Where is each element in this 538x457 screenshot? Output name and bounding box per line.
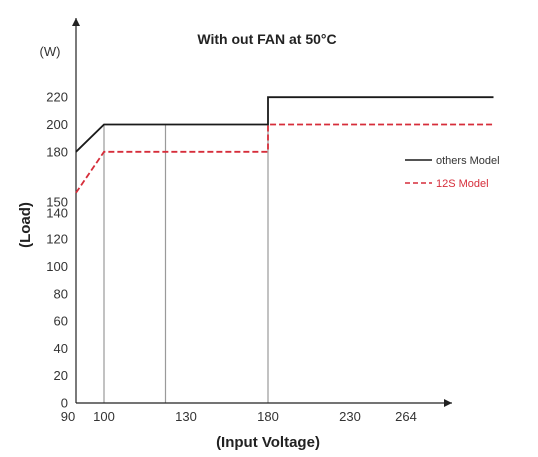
y-tick-100: 100: [46, 259, 68, 274]
y-tick-80: 80: [54, 286, 68, 301]
x-axis-arrow: [444, 399, 452, 407]
x-tick-180: 180: [257, 409, 279, 424]
y-tick-40: 40: [54, 341, 68, 356]
x-tick-90: 90: [61, 409, 75, 424]
x-tick-230: 230: [339, 409, 361, 424]
y-axis-label: (Load): [17, 202, 34, 248]
y-tick-150: 150: [46, 195, 68, 210]
y-tick-180: 180: [46, 144, 68, 159]
vertical-gridlines: [103, 124, 269, 403]
y-tick-140: 140: [46, 206, 68, 221]
axes: [72, 18, 452, 407]
chart-title: With out FAN at 50°C: [197, 31, 336, 47]
y-axis-arrow: [72, 18, 80, 26]
series-line-1: [75, 123, 494, 194]
x-tick-100: 100: [93, 409, 115, 424]
y-tick-0: 0: [61, 396, 68, 411]
series-line-0: [75, 96, 494, 153]
y-tick-120: 120: [46, 232, 68, 247]
legend: others Model 12S Model: [405, 155, 500, 190]
y-tick-60: 60: [54, 314, 68, 329]
y-tick-20: 20: [54, 368, 68, 383]
legend-label-12s: 12S Model: [436, 178, 489, 190]
legend-label-others: others Model: [436, 155, 500, 167]
x-tick-264: 264: [395, 409, 417, 424]
y-tick-200: 200: [46, 117, 68, 132]
y-unit-label: (W): [40, 44, 61, 59]
x-axis-label: (Input Voltage): [216, 434, 320, 451]
x-tick-130: 130: [175, 409, 197, 424]
series-lines: [75, 96, 494, 194]
y-tick-220: 220: [46, 90, 68, 105]
